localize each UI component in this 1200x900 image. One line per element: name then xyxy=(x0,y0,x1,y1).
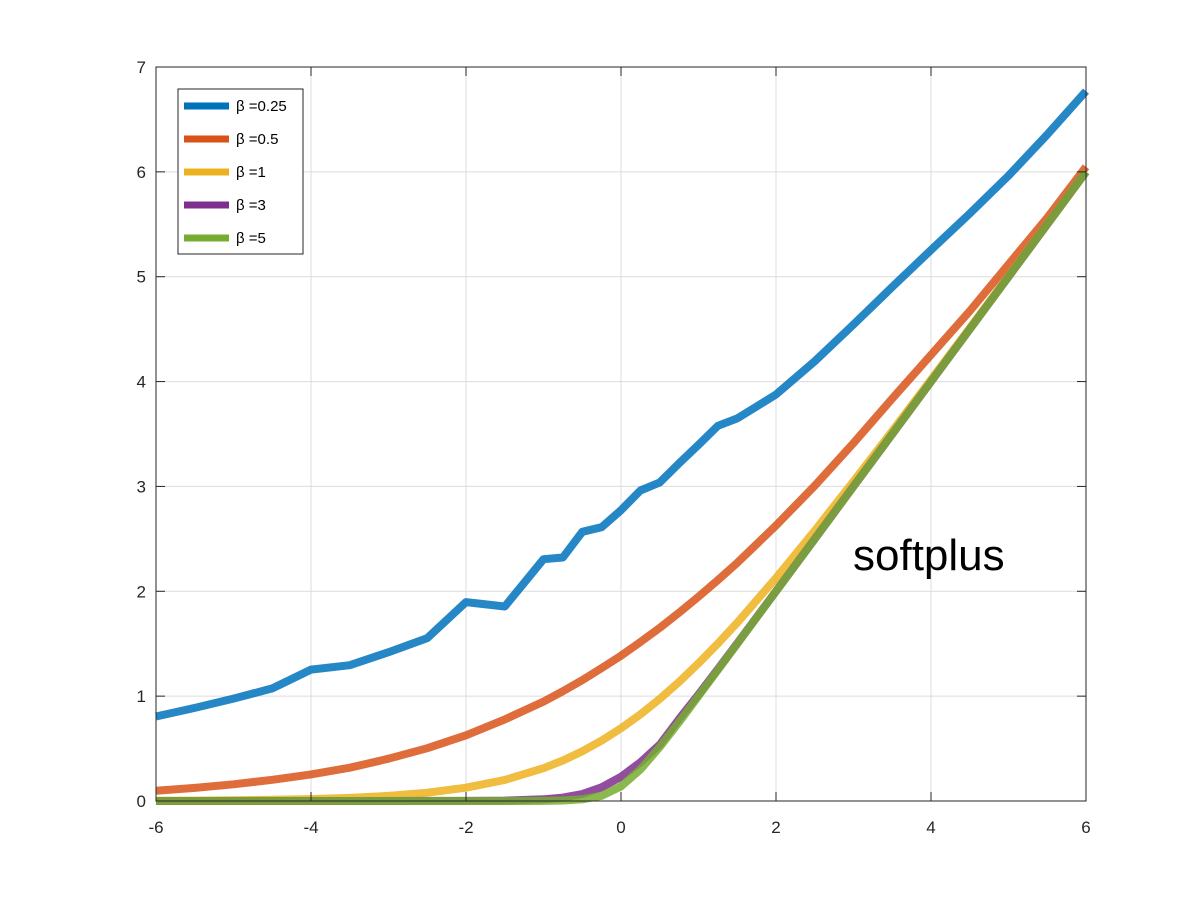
y-tick-label: 6 xyxy=(137,163,146,182)
x-tick-label: 4 xyxy=(926,818,935,837)
y-tick-label: 3 xyxy=(137,477,146,496)
legend-label-2: β =0.5 xyxy=(236,131,278,148)
y-tick-label: 7 xyxy=(137,58,146,77)
legend-label-4: β =3 xyxy=(236,197,266,214)
x-tick-label: 2 xyxy=(771,818,780,837)
y-tick-label: 4 xyxy=(137,373,146,392)
x-tick-label: -4 xyxy=(303,818,318,837)
legend-label-3: β =1 xyxy=(236,164,266,181)
x-tick-label: 6 xyxy=(1081,818,1090,837)
grid xyxy=(156,67,1086,801)
x-tick-label: -6 xyxy=(148,818,163,837)
axis-ticks xyxy=(155,66,1087,802)
legend-label-5: β =5 xyxy=(236,230,266,247)
series-line-1 xyxy=(155,88,1089,721)
y-tick-labels: 0 1 2 3 4 5 6 7 xyxy=(137,58,146,811)
x-tick-label: 0 xyxy=(616,818,625,837)
y-tick-label: 0 xyxy=(137,792,146,811)
x-tick-labels: -6 -4 -2 0 2 4 6 xyxy=(148,818,1090,837)
x-tick-label: -2 xyxy=(458,818,473,837)
y-tick-label: 2 xyxy=(137,582,146,601)
y-tick-label: 1 xyxy=(137,687,146,706)
y-tick-label: 5 xyxy=(137,268,146,287)
legend: β =0.25 β =0.5 β =1 β =3 β =5 xyxy=(177,88,304,255)
legend-label-1: β =0.25 xyxy=(236,98,287,115)
softplus-annotation: softplus xyxy=(853,531,1005,580)
series-line-2 xyxy=(155,164,1090,795)
